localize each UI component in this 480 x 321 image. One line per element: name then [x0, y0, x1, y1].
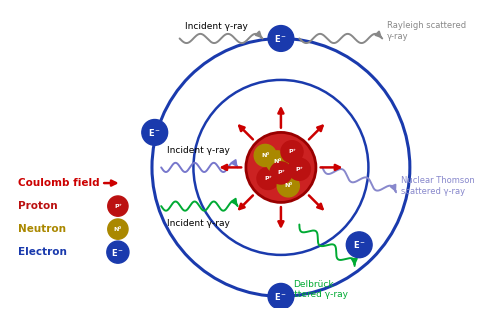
Circle shape	[142, 119, 168, 145]
Text: Rayleigh scattered
γ-ray: Rayleigh scattered γ-ray	[387, 22, 466, 41]
Circle shape	[268, 283, 294, 309]
Text: E$^-$: E$^-$	[353, 239, 366, 250]
Text: Neutron: Neutron	[18, 224, 66, 234]
Text: P⁺: P⁺	[114, 204, 122, 209]
Circle shape	[281, 141, 303, 163]
Circle shape	[254, 144, 276, 167]
Text: Electron: Electron	[18, 247, 67, 257]
Text: Incident γ-ray: Incident γ-ray	[167, 146, 229, 155]
Text: N⁰: N⁰	[284, 183, 292, 188]
Circle shape	[246, 132, 316, 203]
Text: P⁺: P⁺	[288, 149, 296, 154]
Circle shape	[288, 158, 311, 180]
Text: N⁰: N⁰	[261, 153, 269, 158]
Text: Nuclear Thomson
scattered γ-ray: Nuclear Thomson scattered γ-ray	[401, 176, 474, 195]
Text: Incident γ-ray: Incident γ-ray	[185, 22, 248, 31]
Text: E$^-$: E$^-$	[148, 127, 161, 138]
Circle shape	[107, 241, 129, 263]
Circle shape	[266, 151, 288, 173]
Text: Delbrück
scattered γ-ray: Delbrück scattered γ-ray	[279, 280, 348, 299]
Text: E$^-$: E$^-$	[111, 247, 124, 258]
Circle shape	[270, 162, 292, 184]
Text: Incident γ-ray: Incident γ-ray	[167, 219, 229, 228]
Text: E$^-$: E$^-$	[274, 33, 288, 44]
Text: Coulomb field: Coulomb field	[18, 178, 100, 188]
Circle shape	[108, 219, 128, 239]
Circle shape	[268, 26, 294, 51]
Text: N⁰: N⁰	[114, 227, 122, 232]
Text: N⁰: N⁰	[273, 160, 281, 164]
Text: P⁺: P⁺	[277, 170, 285, 176]
Text: P⁺: P⁺	[295, 167, 303, 172]
Text: E$^-$: E$^-$	[274, 291, 288, 302]
Circle shape	[257, 168, 279, 189]
Circle shape	[346, 232, 372, 258]
Text: Proton: Proton	[18, 201, 58, 211]
Circle shape	[108, 196, 128, 216]
Text: P⁺: P⁺	[264, 176, 272, 181]
Circle shape	[277, 175, 300, 197]
